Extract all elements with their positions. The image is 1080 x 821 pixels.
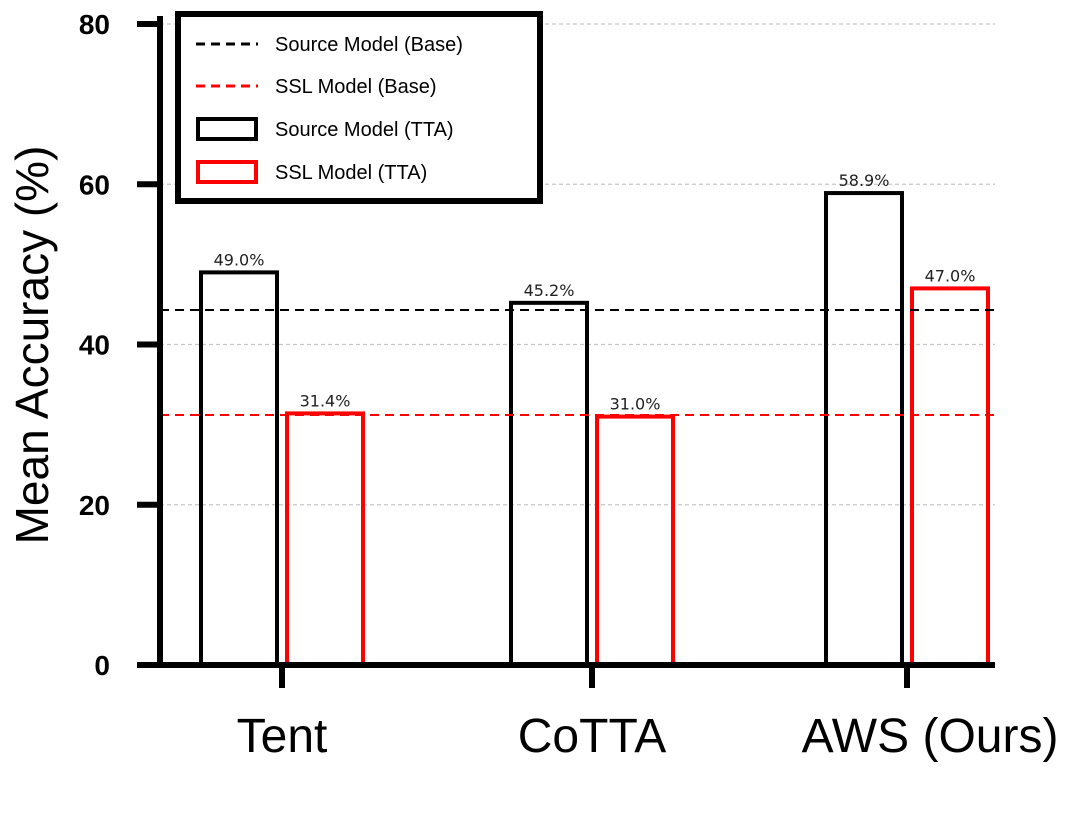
y-tick-label-60: 60	[79, 169, 110, 200]
y-tick-label-40: 40	[79, 330, 110, 361]
category-label-2: AWS (Ours)	[802, 710, 1059, 763]
y-tick-label-0: 0	[94, 650, 110, 681]
legend-swatch-2	[196, 117, 258, 141]
y-tick-label-20: 20	[79, 490, 110, 521]
axes	[137, 16, 995, 688]
bar-source-2	[824, 191, 904, 667]
gridlines	[160, 23, 995, 506]
data-label-source-2: 58.9%	[839, 171, 890, 190]
legend: Source Model (Base) SSL Model (Base) Sourc…	[175, 11, 543, 204]
labels: 49.0% 45.2% 58.9% 31.4% 31.0% 47.0% 0 20 40 60 80 T…	[79, 9, 1059, 763]
data-label-ssl-0: 31.4%	[300, 391, 351, 410]
data-label-ssl-1: 31.0%	[610, 395, 661, 414]
legend-label-3: SSL Model (TTA)	[275, 162, 427, 184]
y-axis-title: Mean Accuracy (%)	[6, 146, 58, 545]
y-tick-label-80: 80	[79, 9, 110, 40]
reference-lines	[160, 309, 995, 417]
bars	[199, 191, 990, 667]
legend-label-1: SSL Model (Base)	[275, 76, 437, 98]
bar-ssl-1	[595, 414, 675, 667]
legend-label-0: Source Model (Base)	[275, 34, 463, 56]
bar-source-0	[199, 270, 279, 667]
legend-label-2: Source Model (TTA)	[275, 119, 454, 141]
data-label-source-0: 49.0%	[214, 250, 265, 269]
bar-ssl-0	[285, 411, 365, 667]
legend-box	[175, 11, 543, 204]
data-label-ssl-2: 47.0%	[925, 266, 976, 285]
bar-source-1	[509, 300, 589, 667]
data-label-source-1: 45.2%	[524, 281, 575, 300]
legend-swatch-3	[196, 160, 258, 184]
category-label-0: Tent	[237, 710, 328, 763]
category-label-1: CoTTA	[518, 710, 666, 763]
